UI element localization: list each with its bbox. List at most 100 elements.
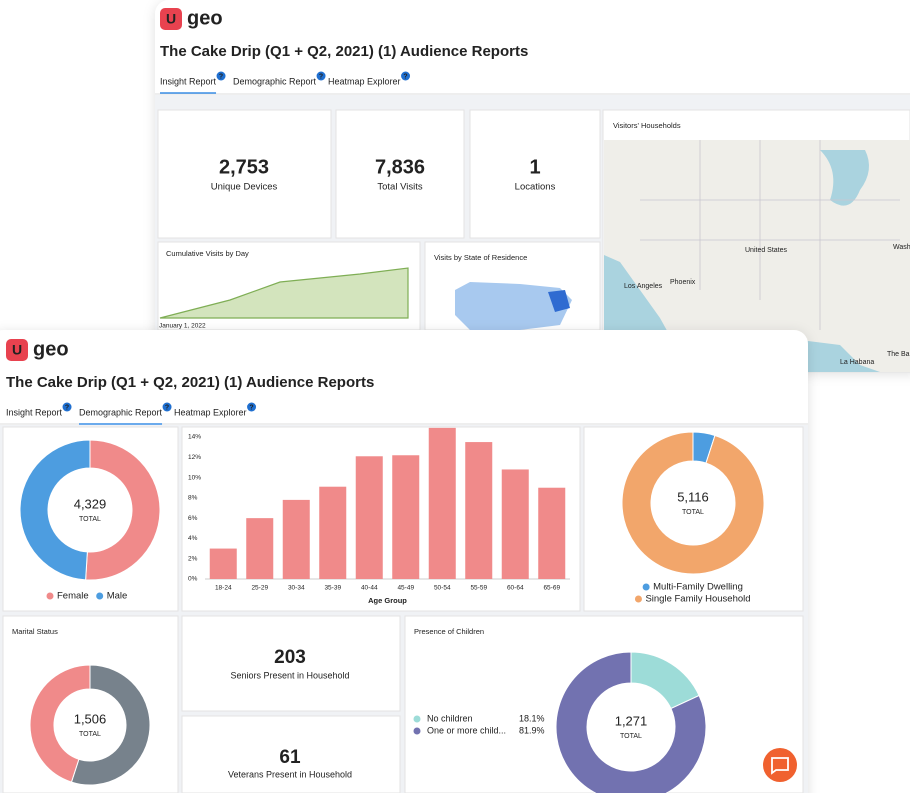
y-tick-label: 10%: [188, 474, 201, 481]
bar: [538, 487, 566, 579]
card-title: Cumulative Visits by Day: [166, 249, 249, 258]
stat-value: 203: [274, 647, 306, 668]
legend-value: 81.9%: [519, 725, 545, 735]
cumulative-area: [159, 267, 409, 319]
help-badge: [216, 71, 226, 81]
map-label: United States: [745, 247, 788, 254]
logo-mark: U: [166, 11, 176, 27]
donut-total: 1,506: [74, 711, 107, 726]
chat-icon: [771, 757, 789, 775]
tab[interactable]: Demographic Report: [233, 76, 317, 86]
help-mark: ?: [249, 404, 253, 411]
y-tick-label: 0%: [188, 576, 198, 583]
axis-label: January 1, 2022: [159, 323, 206, 330]
bar: [428, 427, 456, 579]
donut-slice: [19, 439, 91, 581]
bar: [392, 455, 420, 579]
donut-slice: [621, 431, 765, 575]
y-tick-label: 8%: [188, 495, 198, 502]
donut-caption: TOTAL: [79, 516, 101, 523]
tab[interactable]: Heatmap Explorer: [174, 407, 247, 417]
x-tick-label: 45-49: [397, 585, 414, 592]
help-badge: [62, 402, 72, 412]
axis-title: Age Group: [368, 596, 407, 605]
card-title: Marital Status: [12, 627, 58, 636]
help-mark: ?: [319, 73, 323, 80]
tab[interactable]: Insight Report: [160, 76, 217, 86]
donut-slice: [29, 664, 91, 783]
stat-value: 1: [529, 156, 540, 178]
legend-swatch: [413, 727, 421, 735]
bar: [246, 518, 274, 579]
y-tick-label: 14%: [188, 434, 201, 441]
tab[interactable]: Insight Report: [6, 407, 63, 417]
logo-mark: U: [12, 342, 22, 358]
stat-card: [335, 109, 465, 239]
y-tick-label: 6%: [188, 515, 198, 522]
donut-slice: [85, 439, 161, 581]
stat-value: 7,836: [375, 156, 425, 178]
stat-card: [157, 109, 332, 239]
chat-button[interactable]: [763, 748, 797, 782]
donut-caption: TOTAL: [620, 733, 642, 740]
map-label: Los Angeles: [624, 283, 663, 290]
map-label: Washi: [893, 244, 910, 251]
stat-label: Total Visits: [377, 182, 422, 193]
card-title: Visits by State of Residence: [434, 253, 527, 262]
donut-total: 5,116: [677, 489, 709, 504]
bar: [501, 469, 529, 579]
logo: geo: [187, 7, 223, 29]
bar: [319, 486, 347, 579]
logo-mark-bg: [6, 339, 28, 361]
legend-swatch: [46, 592, 54, 600]
logo-mark-bg: [160, 8, 182, 30]
stat-card: [181, 715, 401, 793]
map-label: The Ba: [887, 351, 910, 358]
card-title: Presence of Children: [414, 627, 484, 636]
legend-label: Single Family Household: [645, 594, 750, 605]
stat-value: 61: [279, 747, 301, 768]
map-lakes: [820, 150, 869, 206]
help-mark: ?: [219, 73, 223, 80]
bar: [355, 456, 383, 579]
stat-label: Seniors Present in Household: [230, 670, 349, 680]
states-highlight: [548, 290, 570, 312]
donut-caption: TOTAL: [79, 731, 101, 738]
y-tick-label: 2%: [188, 555, 198, 562]
donut-total: 4,329: [74, 496, 107, 511]
legend-swatch: [413, 715, 421, 723]
legend-label: No children: [427, 713, 473, 723]
legend-label: Multi-Family Dwelling: [653, 582, 743, 593]
card-title: Visitors' Households: [613, 121, 681, 130]
stat-label: Unique Devices: [211, 182, 278, 193]
x-tick-label: 50-54: [434, 585, 451, 592]
logo: geo: [33, 338, 69, 360]
x-tick-label: 60-64: [507, 585, 524, 592]
help-badge: [401, 71, 411, 81]
legend-value: 18.1%: [519, 713, 545, 723]
help-badge: [162, 402, 172, 412]
legend-swatch: [634, 595, 642, 603]
report-title: The Cake Drip (Q1 + Q2, 2021) (1) Audien…: [160, 43, 528, 60]
x-tick-label: 25-29: [251, 585, 268, 592]
map-label: Phoenix: [670, 279, 696, 286]
help-badge: [247, 402, 257, 412]
help-mark: ?: [403, 73, 407, 80]
donut-caption: TOTAL: [682, 509, 704, 516]
stat-card: [469, 109, 601, 239]
help-badge: [316, 71, 326, 81]
report-title: The Cake Drip (Q1 + Q2, 2021) (1) Audien…: [6, 374, 374, 391]
legend-swatch: [642, 583, 650, 591]
tab[interactable]: Heatmap Explorer: [328, 76, 401, 86]
help-mark: ?: [65, 404, 69, 411]
stat-value: 2,753: [219, 156, 269, 178]
map-label: La Habana: [840, 359, 874, 366]
y-tick-label: 12%: [188, 454, 201, 461]
tab[interactable]: Demographic Report: [79, 407, 163, 417]
bar: [465, 442, 493, 579]
x-tick-label: 55-59: [470, 585, 487, 592]
legend-label: Female: [57, 591, 89, 602]
